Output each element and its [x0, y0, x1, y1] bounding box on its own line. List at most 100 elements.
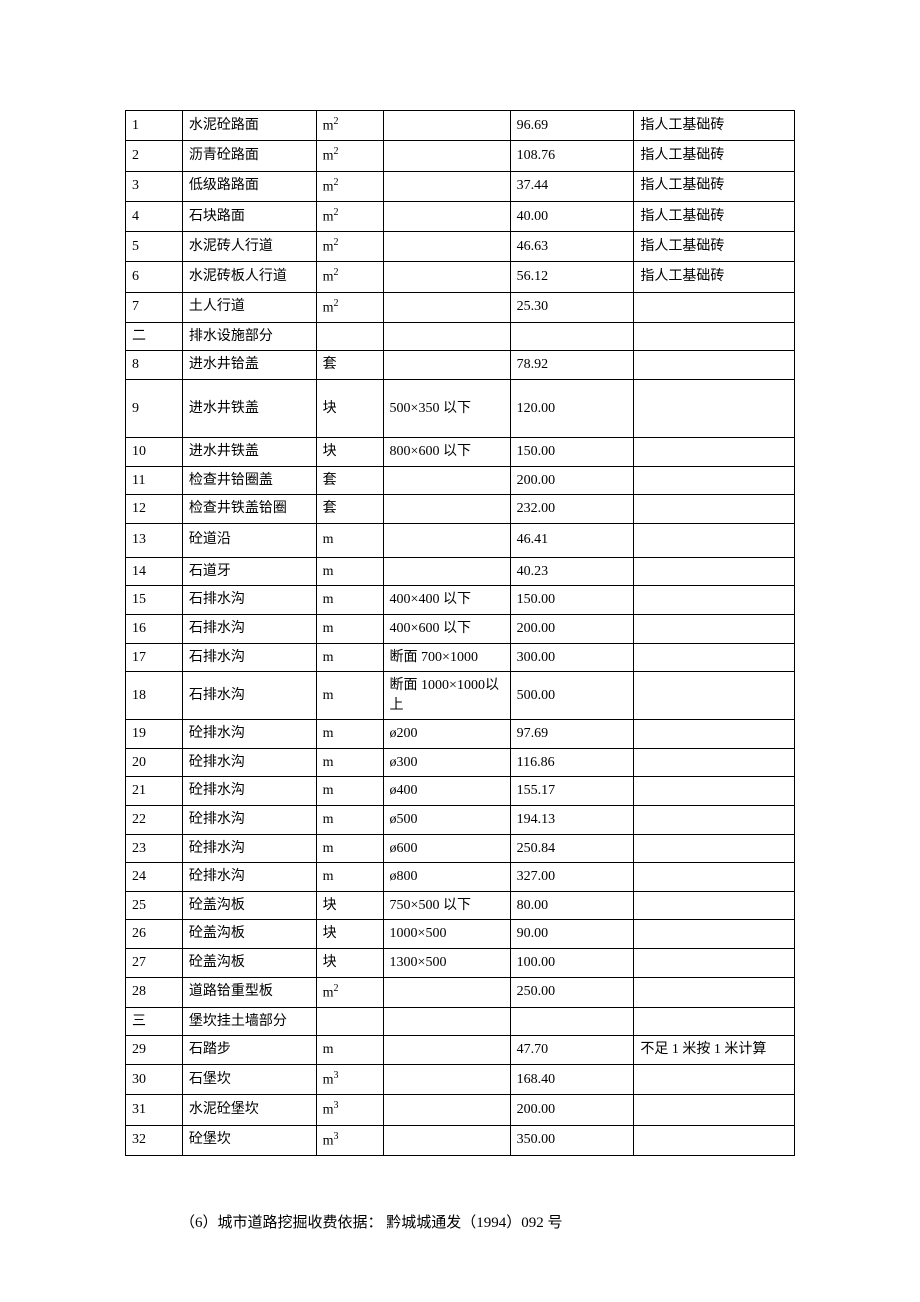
- cell-price: 250.84: [510, 834, 634, 863]
- cell-spec: [383, 322, 510, 351]
- cell-index: 二: [126, 322, 183, 351]
- cell-index: 20: [126, 748, 183, 777]
- cell-unit: [316, 322, 383, 351]
- cell-price: 300.00: [510, 643, 634, 672]
- cell-note: [634, 920, 795, 949]
- cell-name: 土人行道: [182, 292, 316, 322]
- cell-unit: m: [316, 586, 383, 615]
- cell-spec: [383, 171, 510, 201]
- cell-unit: m: [316, 748, 383, 777]
- cell-spec: [383, 466, 510, 495]
- cell-name: 水泥砼堡坎: [182, 1095, 316, 1125]
- cell-price: 200.00: [510, 614, 634, 643]
- cell-note: [634, 379, 795, 437]
- table-row: 3低级路路面m237.44指人工基础砖: [126, 171, 795, 201]
- pricing-table: 1水泥砼路面m296.69指人工基础砖2沥青砼路面m2108.76指人工基础砖3…: [125, 110, 795, 1156]
- table-row: 14石道牙m40.23: [126, 557, 795, 586]
- cell-price: [510, 1007, 634, 1036]
- cell-note: [634, 495, 795, 524]
- cell-index: 8: [126, 351, 183, 380]
- cell-spec: ø300: [383, 748, 510, 777]
- cell-note: [634, 949, 795, 978]
- cell-note: [634, 523, 795, 557]
- cell-price: 116.86: [510, 748, 634, 777]
- cell-price: 200.00: [510, 1095, 634, 1125]
- cell-unit: 块: [316, 379, 383, 437]
- cell-index: 5: [126, 232, 183, 262]
- cell-spec: 800×600 以下: [383, 437, 510, 466]
- table-row: 22砼排水沟mø500194.13: [126, 806, 795, 835]
- cell-spec: 750×500 以下: [383, 891, 510, 920]
- cell-price: 80.00: [510, 891, 634, 920]
- cell-name: 砼盖沟板: [182, 920, 316, 949]
- cell-name: 石排水沟: [182, 643, 316, 672]
- cell-unit: 块: [316, 891, 383, 920]
- table-row: 16石排水沟m400×600 以下200.00: [126, 614, 795, 643]
- table-row: 24砼排水沟mø800327.00: [126, 863, 795, 892]
- table-row: 三堡坎挂土墙部分: [126, 1007, 795, 1036]
- cell-spec: [383, 232, 510, 262]
- cell-note: 指人工基础砖: [634, 171, 795, 201]
- cell-spec: [383, 523, 510, 557]
- cell-name: 水泥砼路面: [182, 111, 316, 141]
- cell-spec: [383, 262, 510, 292]
- cell-unit: 套: [316, 495, 383, 524]
- cell-name: 道路铪重型板: [182, 977, 316, 1007]
- cell-spec: [383, 495, 510, 524]
- cell-price: 96.69: [510, 111, 634, 141]
- cell-name: 砼排水沟: [182, 720, 316, 749]
- cell-index: 27: [126, 949, 183, 978]
- table-row: 23砼排水沟mø600250.84: [126, 834, 795, 863]
- cell-note: [634, 777, 795, 806]
- cell-spec: 断面 1000×1000以上: [383, 672, 510, 720]
- table-row: 20砼排水沟mø300116.86: [126, 748, 795, 777]
- cell-note: 指人工基础砖: [634, 141, 795, 171]
- table-row: 31水泥砼堡坎m3 200.00: [126, 1095, 795, 1125]
- cell-note: 指人工基础砖: [634, 111, 795, 141]
- cell-unit: m: [316, 672, 383, 720]
- table-row: 28道路铪重型板m2250.00: [126, 977, 795, 1007]
- table-row: 9进水井铁盖块500×350 以下120.00: [126, 379, 795, 437]
- cell-unit: m: [316, 643, 383, 672]
- cell-name: 检查井铪圈盖: [182, 466, 316, 495]
- cell-price: 150.00: [510, 586, 634, 615]
- cell-unit: m3: [316, 1125, 383, 1155]
- cell-name: 水泥砖人行道: [182, 232, 316, 262]
- cell-price: 200.00: [510, 466, 634, 495]
- cell-index: 3: [126, 171, 183, 201]
- cell-index: 15: [126, 586, 183, 615]
- cell-index: 三: [126, 1007, 183, 1036]
- cell-spec: [383, 1036, 510, 1065]
- cell-price: 90.00: [510, 920, 634, 949]
- cell-spec: 断面 700×1000: [383, 643, 510, 672]
- cell-index: 31: [126, 1095, 183, 1125]
- cell-unit: m: [316, 806, 383, 835]
- cell-name: 石堡坎: [182, 1065, 316, 1095]
- cell-index: 13: [126, 523, 183, 557]
- cell-unit: m: [316, 557, 383, 586]
- cell-spec: ø400: [383, 777, 510, 806]
- cell-note: [634, 322, 795, 351]
- cell-index: 23: [126, 834, 183, 863]
- cell-note: [634, 1065, 795, 1095]
- table-row: 4石块路面m240.00指人工基础砖: [126, 201, 795, 231]
- table-row: 1水泥砼路面m296.69指人工基础砖: [126, 111, 795, 141]
- cell-price: 100.00: [510, 949, 634, 978]
- cell-price: 120.00: [510, 379, 634, 437]
- cell-note: [634, 351, 795, 380]
- cell-name: 砼道沿: [182, 523, 316, 557]
- cell-note: [634, 557, 795, 586]
- cell-unit: [316, 1007, 383, 1036]
- cell-unit: m3: [316, 1095, 383, 1125]
- cell-note: 指人工基础砖: [634, 262, 795, 292]
- table-row: 18石排水沟m断面 1000×1000以上500.00: [126, 672, 795, 720]
- cell-spec: [383, 201, 510, 231]
- cell-name: 进水井铁盖: [182, 437, 316, 466]
- cell-note: [634, 466, 795, 495]
- cell-price: [510, 322, 634, 351]
- cell-name: 砼排水沟: [182, 748, 316, 777]
- cell-spec: ø500: [383, 806, 510, 835]
- cell-name: 砼排水沟: [182, 863, 316, 892]
- cell-index: 22: [126, 806, 183, 835]
- table-row: 21砼排水沟mø400155.17: [126, 777, 795, 806]
